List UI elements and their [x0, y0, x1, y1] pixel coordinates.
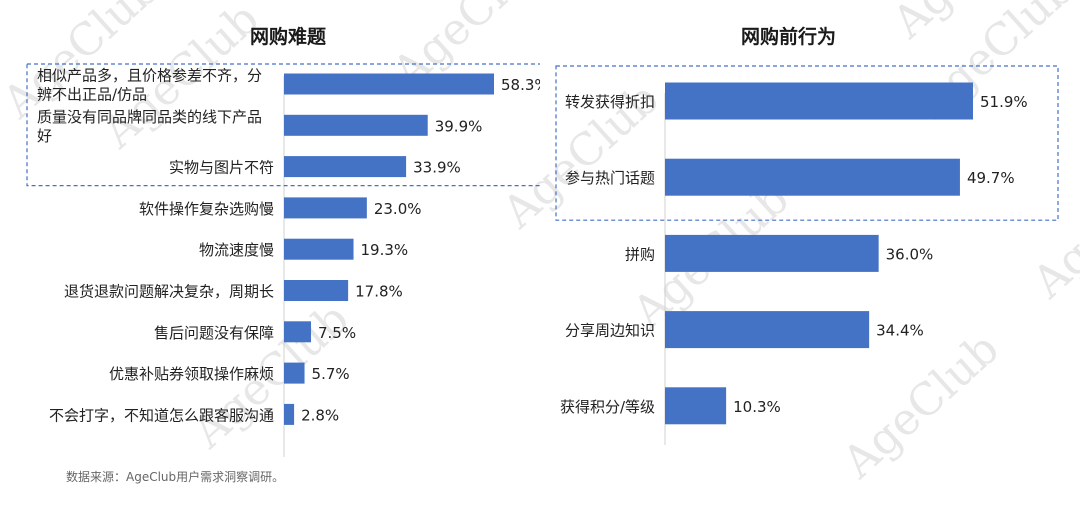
value-label: 2.8%: [301, 406, 339, 424]
category-label: 转发获得折扣: [565, 93, 655, 111]
bar: [284, 362, 305, 384]
value-label: 58.3%: [501, 76, 540, 94]
value-label: 23.0%: [374, 200, 422, 218]
bar: [284, 114, 428, 136]
bar-chart-left: 58.3% 相似产品多，且价格参差不齐，分辨不出正品/仿品 39.9% 质量没有同品牌…: [26, 63, 540, 458]
value-label: 5.7%: [312, 365, 350, 383]
bar: [665, 158, 960, 196]
source-note: 数据来源：AgeClub用户需求洞察调研。: [66, 470, 285, 484]
bar: [284, 197, 367, 219]
bar: [284, 73, 494, 95]
category-label: 软件操作复杂选购慢: [139, 200, 274, 218]
value-label: 34.4%: [876, 322, 924, 340]
bar: [284, 280, 349, 301]
bar: [284, 321, 312, 343]
bar-chart-right: 51.9% 转发获得折扣 49.7% 参与热门话题 36.0% 拼购 34.4% 分享周边知识…: [555, 65, 1059, 445]
value-label: 17.8%: [355, 283, 403, 301]
value-label: 39.9%: [435, 117, 483, 135]
value-label: 33.9%: [413, 159, 461, 177]
bar: [284, 238, 354, 260]
value-label: 36.0%: [886, 245, 934, 263]
bar: [284, 156, 407, 178]
value-label: 49.7%: [967, 169, 1015, 187]
chart-title-right: 网购前行为: [741, 26, 837, 48]
category-label: 参与热门话题: [565, 169, 655, 187]
value-label: 51.9%: [980, 93, 1028, 111]
category-label: 实物与图片不符: [169, 159, 274, 177]
chart-title-left: 网购难题: [250, 26, 327, 48]
category-label: 相似产品多，且价格参差不齐，分辨不出正品/仿品: [37, 67, 262, 104]
category-label: 不会打字，不知道怎么跟客服沟通: [49, 406, 274, 424]
category-label: 质量没有同品牌同品类的线下产品好: [37, 108, 262, 145]
value-label: 7.5%: [318, 324, 356, 342]
highlight-box: [555, 65, 1059, 221]
bar: [665, 311, 870, 349]
bar: [665, 234, 879, 272]
value-label: 10.3%: [733, 398, 781, 416]
category-label: 退货退款问题解决复杂，周期长: [64, 283, 274, 301]
category-label: 物流速度慢: [199, 241, 274, 259]
bar: [665, 82, 973, 120]
bar: [665, 387, 727, 425]
category-label: 拼购: [625, 245, 655, 263]
category-label: 售后问题没有保障: [154, 324, 274, 342]
category-label: 获得积分/等级: [560, 398, 655, 416]
highlight-box: [26, 63, 540, 187]
bar: [284, 403, 295, 425]
category-label: 分享周边知识: [565, 322, 655, 340]
value-label: 19.3%: [361, 241, 409, 259]
category-label: 优惠补贴券领取操作麻烦: [109, 365, 274, 383]
